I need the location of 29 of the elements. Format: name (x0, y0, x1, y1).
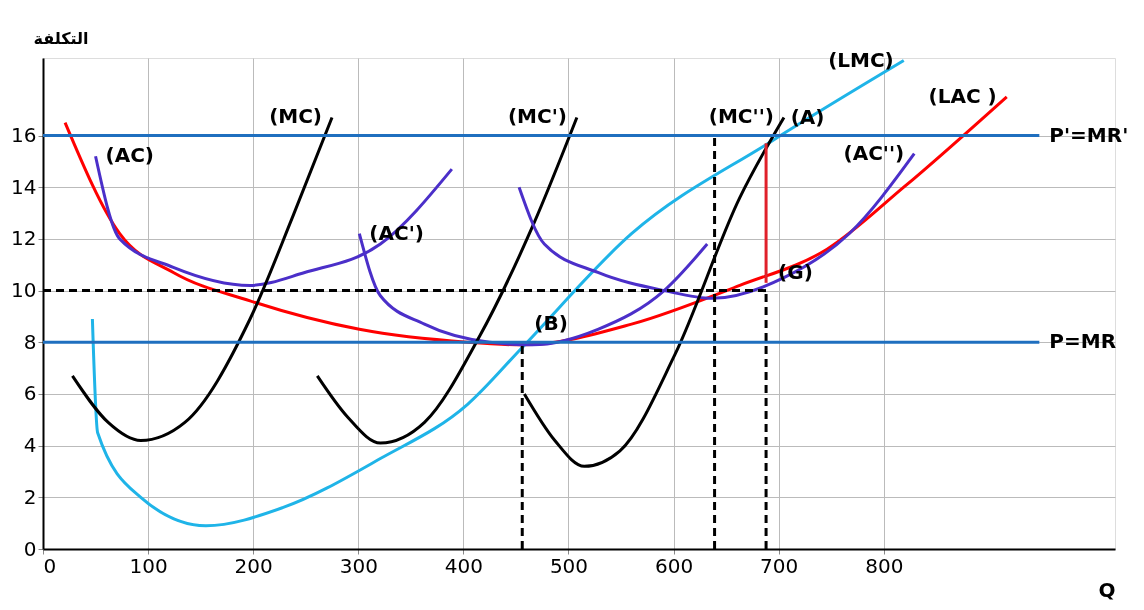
y-tick-label: 4 (23, 433, 37, 458)
y-axis-title: التكلفة (33, 28, 89, 48)
y-tick-label: 2 (23, 484, 37, 509)
y-tick-label: 6 (23, 381, 37, 406)
y-tick-label: 10 (11, 278, 37, 303)
x-tick-label: 300 (339, 553, 378, 578)
y-tick-label: 0 (23, 536, 37, 561)
x-tick-label: 400 (444, 553, 483, 578)
series-label: P'=MR' (1049, 122, 1129, 147)
series-label: (MC') (507, 104, 567, 129)
x-tick-label: 700 (760, 553, 799, 578)
x-axis-title: Q (1098, 577, 1116, 602)
series-label: (AC) (105, 143, 154, 168)
x-tick-label: 500 (549, 553, 589, 578)
x-tick-label: 100 (129, 553, 168, 578)
series-label: (MC'') (708, 104, 774, 129)
y-tick-label: 8 (23, 329, 37, 354)
series-label: (AC'') (843, 140, 905, 165)
series-label: P=MR (1049, 329, 1117, 354)
y-tick-label: 16 (11, 123, 37, 148)
x-tick-label: 0 (43, 553, 57, 578)
x-tick-label: 600 (654, 553, 694, 578)
x-tick-label: 200 (234, 553, 273, 578)
y-tick-label: 14 (11, 174, 37, 199)
series-label: (LMC) (828, 47, 894, 72)
series-label: (LAC ) (928, 83, 997, 108)
y-tick-label: 12 (11, 226, 37, 251)
x-tick-label: 800 (865, 553, 904, 578)
series-label: (MC) (269, 104, 323, 129)
